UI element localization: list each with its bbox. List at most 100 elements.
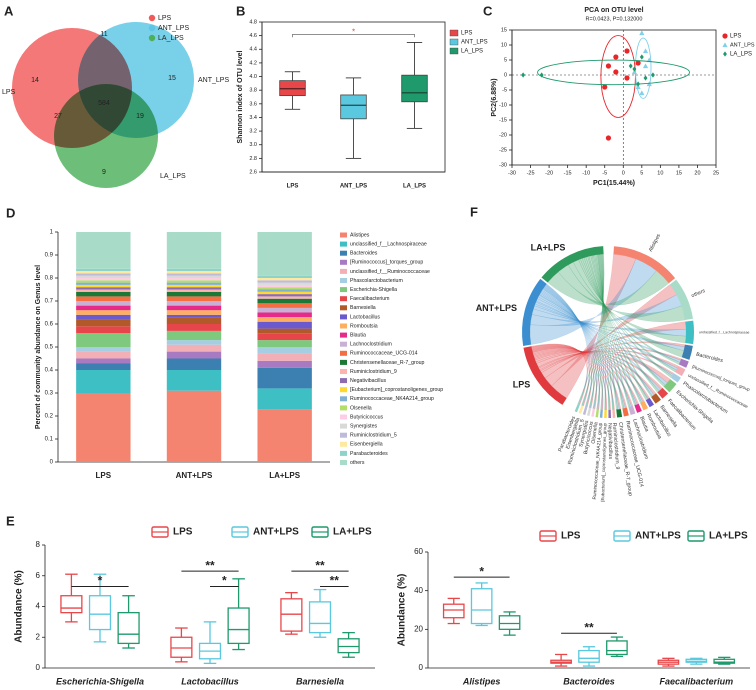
y-tick-label: 3.8 (249, 88, 257, 94)
legend-marker (340, 359, 347, 365)
bar-segment (166, 370, 222, 391)
chord-ribbon (567, 261, 687, 344)
box (498, 615, 521, 630)
y-tick-label: 3.0 (249, 142, 257, 148)
x-tick-label: 5 (640, 170, 643, 176)
chord-ribbon (584, 254, 604, 407)
y-tick-label: -20 (499, 132, 507, 138)
chord-ribbon (580, 258, 677, 373)
bar-segment (76, 305, 131, 311)
box (280, 598, 303, 632)
confidence-ellipse (537, 59, 690, 86)
box (713, 658, 736, 664)
group-label: LPS (513, 379, 531, 389)
bar-segment (76, 275, 131, 278)
genus-arc (599, 409, 603, 418)
y-tick-label: 8 (36, 540, 41, 549)
chart-title: PCA on OTU level (584, 7, 643, 14)
legend-marker (449, 47, 459, 55)
genus-arc (628, 405, 636, 415)
y-tick-label: 3.6 (249, 101, 257, 107)
x-tick-label: Lactobacillus (181, 676, 239, 686)
bar-segment (257, 280, 312, 283)
x-tick-label: -25 (527, 170, 535, 176)
genus-arc (663, 379, 677, 393)
y-tick-label: 0 (36, 663, 41, 672)
x-tick-label: LPS (287, 184, 299, 190)
venn-set-label: LPS (2, 89, 16, 96)
genus-arc (685, 320, 694, 345)
y-tick-label: 2 (36, 632, 41, 641)
scatter-point (631, 69, 637, 75)
y-tick-label: 4.4 (249, 47, 257, 53)
chord-ribbon (581, 254, 604, 406)
legend-marker (449, 38, 459, 46)
bar-segment (257, 275, 312, 278)
y-tick-label: 3.2 (249, 129, 257, 135)
y-tick-label: 0.9 (45, 253, 54, 259)
x-tick-label: -30 (508, 170, 516, 176)
y-tick-label: 0.4 (45, 368, 54, 374)
bar-segment (257, 328, 312, 334)
bar-segment (166, 324, 222, 331)
bar-segment (76, 282, 131, 285)
legend-label: Eisenbergiella (350, 442, 383, 448)
box (117, 612, 140, 645)
significance-label: * (222, 574, 227, 588)
bar-segment (257, 291, 312, 295)
y-tick-label: 0.8 (45, 276, 54, 282)
bar-segment (166, 301, 222, 306)
chord-ribbon (578, 258, 681, 365)
legend-label: Lachnoclostridium (350, 342, 392, 348)
bar-segment (76, 319, 131, 327)
bar-segment (257, 347, 312, 354)
confidence-ellipse (600, 35, 636, 118)
scatter-point (635, 60, 641, 66)
x-tick-label: Bacteroides (563, 676, 615, 686)
scatter-point (639, 54, 644, 60)
bar-segment (76, 291, 131, 297)
bar-segment (257, 303, 312, 308)
chord-ribbon (531, 308, 687, 337)
x-tick-label: ANT+LPS (176, 471, 213, 480)
plot-frame (261, 21, 446, 173)
box (470, 588, 493, 625)
bar-segment (76, 284, 131, 288)
scatter-point (605, 135, 612, 141)
bar-segment (166, 344, 222, 352)
legend-label: Barnesiella (350, 305, 376, 311)
legend-label: LPS (173, 527, 193, 538)
chord-ribbon (597, 254, 614, 411)
legend-marker (340, 396, 347, 402)
bar-segment (76, 314, 131, 320)
y-tick-label: -30 (499, 162, 507, 168)
significance-label: ** (330, 574, 340, 588)
bar-segment (166, 232, 222, 269)
bar-segment (166, 271, 222, 274)
chord-ribbon (573, 259, 684, 358)
bar-segment (76, 393, 131, 462)
x-tick-label: 25 (713, 170, 719, 176)
genus-label: Alistipes (648, 233, 662, 253)
legend-label: LPS (730, 34, 741, 40)
scatter-point (624, 48, 630, 54)
scatter-point (642, 48, 649, 54)
x-tick-label: Escherichia-Shigella (56, 676, 144, 686)
venn-count: 27 (54, 113, 62, 120)
bar-segment (76, 351, 131, 359)
chord-ribbon (539, 293, 644, 403)
chord-ribbon (557, 264, 686, 322)
legend-label: LA+LPS (709, 531, 748, 542)
legend-label: Lactobacillus (350, 314, 380, 320)
y-tick-label: 1 (50, 230, 54, 236)
scatter-point (602, 84, 608, 90)
box (60, 595, 83, 614)
chord-ribbon (583, 257, 666, 387)
panel-letter: E (6, 513, 15, 528)
bar-segment (166, 351, 222, 359)
legend-marker (340, 432, 347, 438)
legend-label: LPS (158, 15, 172, 22)
bar-segment (76, 296, 131, 301)
y-tick-label: 4.2 (249, 60, 257, 66)
chord-ribbon (594, 254, 625, 409)
